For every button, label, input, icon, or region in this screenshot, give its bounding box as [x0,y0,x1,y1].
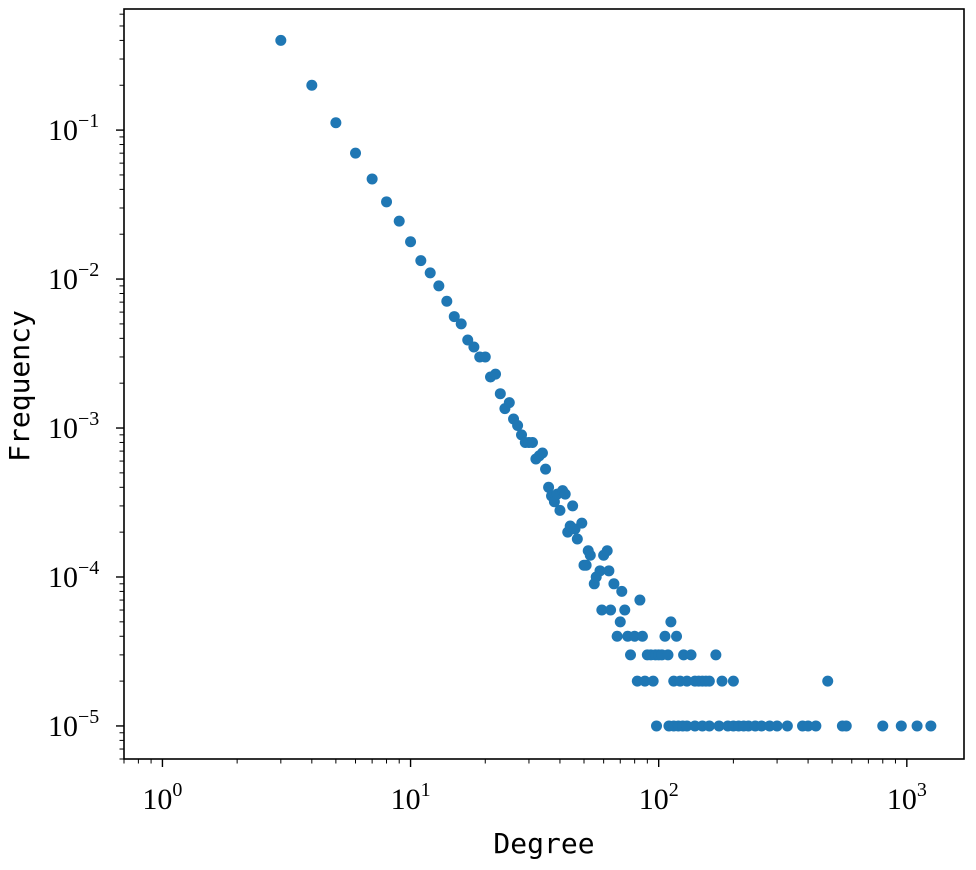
data-point [681,675,693,687]
data-point [727,675,739,687]
data-point [703,720,715,732]
data-point [756,720,768,732]
data-point [603,565,615,577]
data-point [512,419,524,431]
data-point [685,649,697,661]
data-point [625,649,637,661]
data-point [576,517,588,529]
data-point [601,545,613,557]
data-point [781,720,793,732]
data-point [424,267,436,279]
data-point [448,311,460,323]
data-point [526,436,538,448]
x-axis-title: Degree [493,827,594,860]
data-point [634,594,646,606]
data-point [822,675,834,687]
data-point [671,630,683,642]
x-tick-label: 103 [887,779,927,816]
data-point [925,720,937,732]
y-tick-label: 10−2 [48,259,99,296]
data-point [716,675,728,687]
data-point [703,675,715,687]
data-point [771,720,783,732]
y-tick-label: 10−5 [48,706,99,743]
data-point [659,630,671,642]
x-tick-label: 102 [639,779,679,816]
data-point [540,463,552,475]
y-tick-label: 10−1 [48,110,99,147]
data-point [710,649,722,661]
data-point [571,533,583,545]
data-point [536,447,548,459]
data-point [877,720,889,732]
data-point [455,318,467,330]
y-tick-label: 10−3 [48,408,99,445]
plot-frame [123,8,965,760]
y-axis-ticks: 10−5 10−4 10−3 10−2 10−1 [48,13,124,760]
data-point [393,215,405,227]
data-point [810,720,822,732]
data-point [614,616,626,628]
data-point [405,236,417,248]
y-tick-label: 10−4 [48,557,99,594]
data-point [681,720,693,732]
data-point [330,117,342,129]
data-point [594,565,606,577]
data-point [840,720,852,732]
x-tick-label: 100 [142,779,182,816]
data-point [554,504,566,516]
data-point [468,341,480,353]
data-point [631,675,643,687]
data-point [605,604,617,616]
data-point [567,500,579,512]
data-point [503,397,515,409]
data-point [647,675,659,687]
data-point [911,720,923,732]
data-point [636,630,648,642]
data-point [441,295,453,307]
data-point [543,481,555,493]
data-point [895,720,907,732]
data-point [629,630,641,642]
data-point [639,675,651,687]
data-point [479,351,491,363]
data-point [608,578,620,590]
data-point [433,280,445,292]
data-point [494,388,506,400]
data-point [306,79,318,91]
data-point [619,604,631,616]
data-point [415,255,427,267]
x-tick-label: 101 [391,779,431,816]
data-point [350,147,362,159]
data-point [713,720,725,732]
data-point [802,720,814,732]
data-point [580,559,592,571]
y-axis-title: Frequency [3,310,36,462]
data-point [381,196,393,208]
data-point [559,488,571,500]
data-point [584,549,596,561]
data-point [662,649,674,661]
data-point [616,585,628,597]
data-point [366,173,378,185]
data-point [596,604,608,616]
data-points [275,34,937,732]
data-point [611,630,623,642]
data-point [665,616,677,628]
x-axis-ticks: 100 101 102 103 [123,759,927,816]
data-point [275,34,287,46]
data-point [490,368,502,380]
data-point [651,720,663,732]
